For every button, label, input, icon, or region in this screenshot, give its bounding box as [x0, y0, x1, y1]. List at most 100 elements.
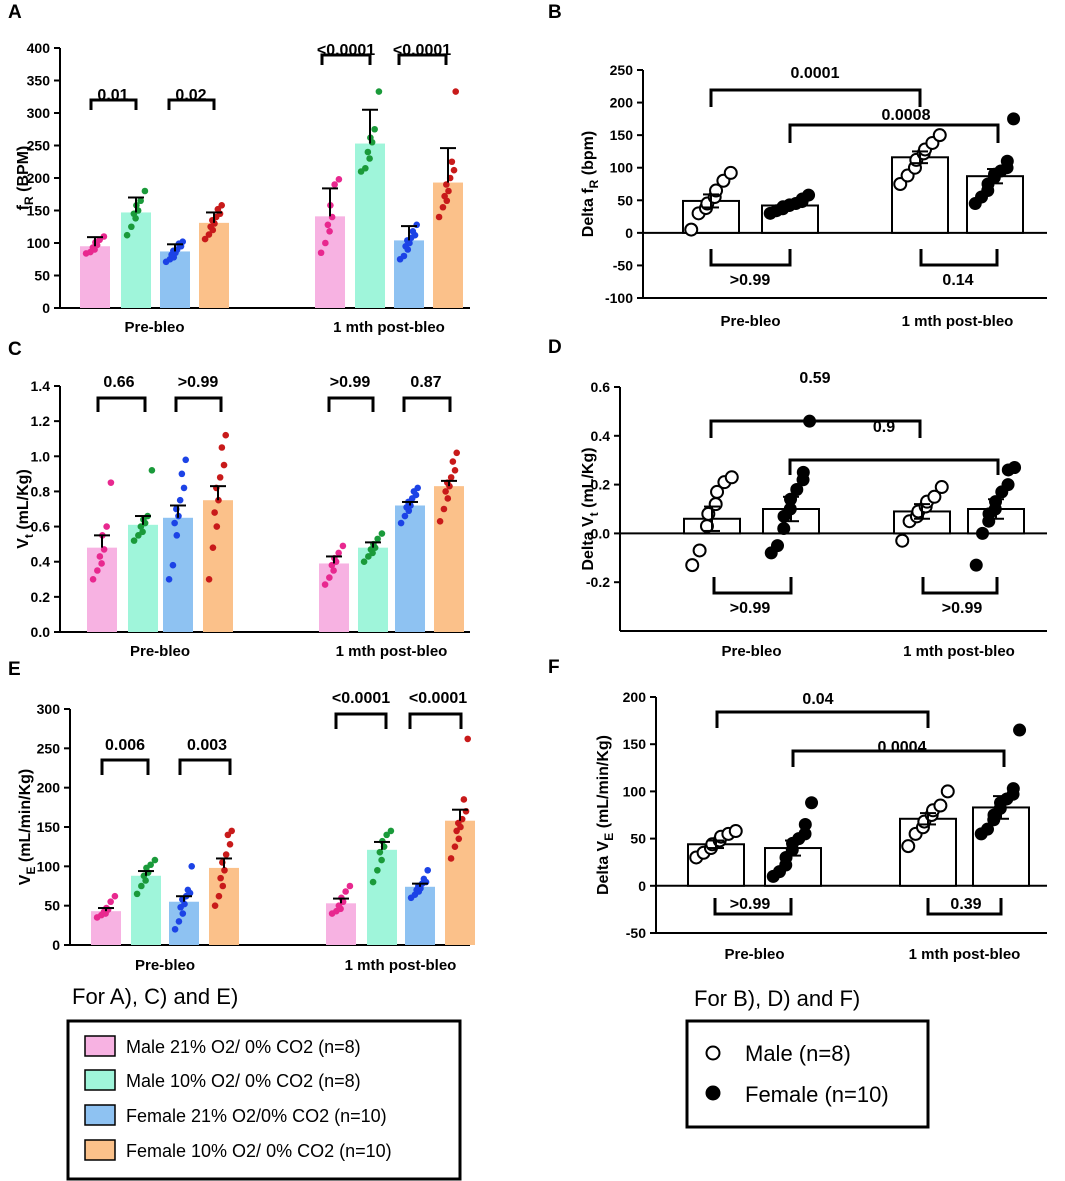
y-tick-label: 1.4	[31, 378, 51, 394]
bar	[434, 486, 464, 632]
p-value-label: 0.006	[105, 737, 145, 754]
data-point	[123, 231, 131, 239]
data-point	[111, 892, 119, 900]
data-point	[441, 192, 448, 200]
y-tick-label: -50	[613, 257, 633, 273]
data-point	[400, 252, 408, 260]
data-point	[226, 841, 234, 848]
data-point	[440, 505, 448, 513]
data-point	[173, 532, 181, 539]
x-category-label: 1 mth post-bleo	[902, 313, 1014, 330]
panel-letter: D	[548, 337, 562, 358]
data-point	[444, 495, 452, 502]
data-point	[360, 558, 368, 566]
data-point	[138, 882, 145, 890]
data-point-filled	[796, 465, 810, 479]
y-tick-label: 0.2	[591, 477, 611, 493]
data-point	[335, 549, 342, 557]
data-point-filled	[777, 522, 791, 536]
y-tick-label: 0.8	[31, 483, 51, 499]
data-point	[448, 158, 456, 166]
x-category-label: 1 mth post-bleo	[903, 643, 1015, 660]
data-point	[413, 221, 421, 229]
y-axis-label: Delta VE (mL/min/Kg)	[595, 735, 616, 895]
y-tick-label: -100	[605, 290, 633, 306]
y-tick-label: 50	[617, 192, 633, 208]
significance-bracket	[919, 249, 999, 267]
data-point	[205, 231, 213, 238]
legend-label-male-21: Male 21% O2/ 0% CO2 (n=8)	[126, 1037, 361, 1057]
p-value-label: >0.99	[330, 374, 371, 391]
significance-bracket	[89, 98, 138, 110]
p-value-label: 0.01	[97, 87, 128, 104]
x-category-label: Pre-bleo	[724, 946, 784, 963]
data-point	[330, 567, 337, 574]
data-point	[180, 484, 188, 492]
y-tick-label: 300	[27, 105, 51, 121]
p-value-label: >0.99	[942, 600, 983, 617]
y-tick-label: 0	[52, 937, 60, 953]
y-tick-label: 100	[37, 858, 61, 874]
data-point	[222, 851, 230, 858]
y-tick-label: 0.4	[31, 554, 51, 570]
data-point	[179, 910, 187, 917]
legend-label-male: Male (n=8)	[745, 1041, 851, 1066]
data-point-open	[933, 798, 948, 813]
legend-label-male-10: Male 10% O2/ 0% CO2 (n=8)	[126, 1071, 361, 1091]
data-point	[322, 239, 329, 247]
data-point-filled	[805, 796, 819, 810]
significance-bracket	[327, 396, 375, 412]
panel-f: F -50 0 50 100 150 200 Delta VE (mL/min/Kg) Pre-…	[548, 657, 1047, 963]
y-tick-label: 150	[37, 819, 61, 835]
significance-bracket	[167, 98, 216, 110]
data-point	[414, 484, 422, 492]
significance-bracket	[788, 123, 1000, 143]
data-point	[369, 878, 377, 886]
data-point	[139, 528, 146, 536]
y-tick-label: 150	[27, 203, 51, 219]
data-point-open	[940, 784, 955, 799]
data-point	[221, 866, 228, 874]
y-axis-label-rest: (bpm)	[580, 131, 597, 180]
data-point-open	[724, 470, 739, 485]
data-point	[439, 203, 447, 211]
bar	[131, 875, 161, 945]
p-value-label: <0.0001	[317, 42, 375, 59]
legend-left-entry-2: Female 21% O2/0% CO2 (n=10)	[84, 1104, 387, 1126]
data-point	[211, 902, 219, 909]
x-category-label: Pre-bleo	[124, 319, 184, 336]
y-tick-label: 350	[27, 73, 51, 89]
data-point-filled	[798, 817, 812, 831]
legend-right-title: For B), D) and F)	[694, 986, 860, 1011]
data-point	[447, 855, 455, 862]
bar	[80, 246, 110, 308]
y-axis-label-main: f	[15, 204, 32, 210]
y-axis-label: VE (mL/min/Kg)	[17, 769, 38, 885]
data-point-open	[692, 543, 707, 558]
data-point	[460, 796, 468, 803]
legend-swatch-female-10	[84, 1139, 116, 1161]
bar	[199, 222, 229, 308]
y-tick-label: 100	[610, 160, 634, 176]
data-point	[218, 202, 226, 209]
legend-left-entry-1: Male 10% O2/ 0% CO2 (n=8)	[84, 1069, 361, 1091]
data-point-filled	[1013, 723, 1027, 737]
significance-bracket	[100, 758, 150, 775]
x-category-label: 1 mth post-bleo	[336, 643, 448, 660]
y-tick-label: 200	[27, 170, 51, 186]
y-axis-label-sub: t	[22, 534, 36, 538]
data-point-filled	[798, 827, 812, 841]
legend-label-female-21: Female 21% O2/0% CO2 (n=10)	[126, 1106, 387, 1126]
data-point	[362, 164, 369, 172]
p-value-label: 0.59	[799, 370, 830, 387]
p-value-label: 0.87	[410, 374, 441, 391]
x-category-label: 1 mth post-bleo	[909, 946, 1021, 963]
data-point	[317, 249, 325, 257]
significance-bracket	[408, 712, 463, 729]
data-point	[228, 827, 236, 835]
legend-swatch-male-10	[84, 1069, 116, 1091]
data-point	[209, 544, 217, 551]
y-tick-label: -50	[626, 925, 646, 941]
data-point-filled	[770, 539, 784, 553]
